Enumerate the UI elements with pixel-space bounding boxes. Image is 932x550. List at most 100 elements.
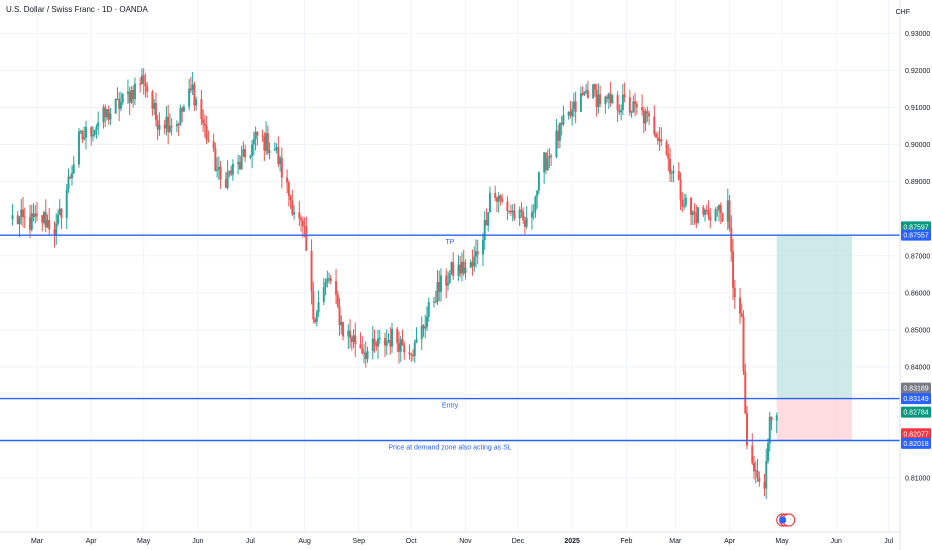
candle-body (606, 96, 609, 99)
candle-body (497, 195, 500, 202)
candle-body (420, 325, 423, 340)
candle-body (768, 416, 771, 444)
candle-body (669, 158, 672, 174)
candle-body (599, 94, 602, 105)
candle-body (450, 262, 453, 274)
candle-body (46, 220, 49, 228)
candle-body (618, 110, 621, 113)
candle-body (665, 141, 668, 155)
price-badge-label: 0.82784 (903, 410, 928, 417)
candle-body (156, 120, 159, 130)
candle-body (371, 338, 374, 352)
candle-body (107, 109, 110, 120)
candle-body (530, 212, 533, 218)
candle-body (207, 139, 210, 142)
candle-body (224, 179, 227, 188)
candle-body (690, 197, 693, 216)
price-badge-label: 0.87597 (903, 224, 928, 231)
candle-body (436, 282, 439, 302)
candle-body (464, 267, 467, 274)
price-badge (901, 382, 931, 394)
candle-body (93, 129, 96, 135)
candle-body (195, 99, 198, 106)
candle-body (70, 173, 73, 179)
candle-body (569, 111, 572, 117)
candle-body (744, 371, 747, 414)
candle-body (20, 209, 23, 218)
candle-body (628, 97, 631, 113)
flag-icon (779, 516, 787, 524)
candle-body (592, 84, 595, 99)
candle-body (763, 481, 766, 489)
candle-body (641, 107, 644, 111)
y-tick-label: 0.92000 (905, 68, 930, 75)
candle-body (268, 150, 271, 154)
candle-body (375, 343, 378, 347)
candle-body (170, 125, 173, 127)
candle-body (410, 354, 413, 356)
x-tick-label: Jun (831, 538, 842, 545)
candle-body (520, 209, 523, 212)
candle-body (775, 415, 778, 421)
candle-body (105, 109, 108, 118)
candle-body (391, 328, 394, 347)
candle-body (751, 445, 754, 464)
candle-body (655, 134, 658, 138)
candle-body (679, 180, 682, 200)
candle-body (572, 101, 575, 110)
candle-body (69, 176, 72, 179)
candle-body (714, 209, 717, 221)
candle-body (377, 338, 380, 347)
candle-body (363, 352, 366, 354)
candle-body (214, 148, 217, 171)
price-badge (901, 428, 931, 440)
candle-body (525, 217, 528, 227)
candle-body (91, 134, 94, 137)
candle-body (730, 228, 733, 252)
candle-body (291, 200, 294, 215)
candle-body (238, 162, 241, 170)
candle-body (677, 171, 680, 181)
y-tick-label: 0.85000 (905, 327, 930, 334)
candle-body (740, 313, 743, 317)
level-label-entry: Entry (442, 403, 459, 410)
candle-body (460, 261, 463, 274)
candle-body (684, 197, 687, 206)
candle-body (473, 256, 476, 267)
candle-body (562, 115, 565, 125)
candle-body (508, 210, 511, 212)
loss-zone[interactable] (776, 398, 852, 441)
x-tick-label: Dec (512, 538, 525, 545)
candle-body (770, 416, 773, 421)
candle-body (732, 251, 735, 288)
candle-body (293, 212, 296, 215)
candle-body (581, 93, 584, 95)
candle-body (58, 208, 61, 215)
candle-body (77, 131, 80, 165)
candle-body (305, 226, 308, 251)
candle-body (142, 75, 145, 84)
candle-body (644, 111, 647, 124)
candle-body (191, 84, 194, 91)
candle-body (335, 281, 338, 295)
candle-body (746, 413, 749, 446)
candle-body (242, 149, 245, 157)
candle-body (126, 91, 129, 94)
candle-body (303, 225, 306, 227)
candle-body (116, 98, 119, 100)
candle-body (349, 330, 352, 338)
candle-body (398, 343, 401, 352)
candle-body (523, 220, 526, 227)
candle-body (163, 124, 166, 129)
x-tick-label: Jul (884, 538, 893, 545)
candle-body (543, 152, 546, 173)
profit-zone[interactable] (776, 235, 852, 399)
candle-body (693, 211, 696, 213)
candle-body (216, 169, 219, 171)
candle-body (219, 166, 222, 180)
candle-body (616, 95, 619, 111)
candle-body (462, 261, 465, 274)
candle-body (84, 127, 87, 138)
